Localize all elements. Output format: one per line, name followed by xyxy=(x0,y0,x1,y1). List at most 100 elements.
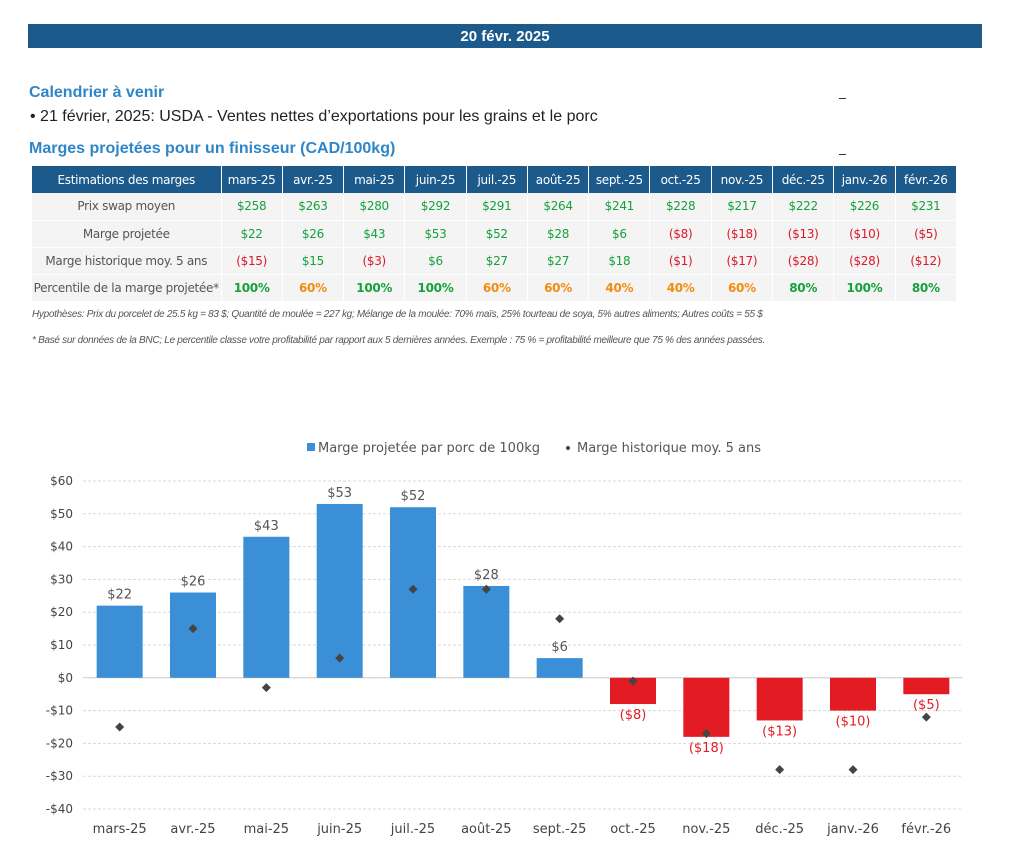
table-cell: $43 xyxy=(343,220,406,248)
table-row: Prix swap moyen $258 $263 $280 $292 $291 $264 $… xyxy=(32,193,958,221)
column-header: mars-25 xyxy=(221,166,283,193)
bar xyxy=(463,585,510,678)
bar xyxy=(903,677,950,695)
bar-data-label: ($13) xyxy=(762,724,797,739)
bar-data-label: $26 xyxy=(181,575,206,590)
historical-marker xyxy=(921,712,931,722)
legend-bar-swatch xyxy=(307,443,315,451)
bar xyxy=(243,536,290,678)
table-cell: 60% xyxy=(711,274,774,302)
table-cell: 60% xyxy=(282,274,345,302)
table-row: Marge historique moy. 5 ans ($15) $15 ($3) $… xyxy=(32,247,958,275)
y-tick-label: -$40 xyxy=(46,802,73,816)
table-cell: ($10) xyxy=(833,220,896,248)
bar xyxy=(536,658,583,678)
table-cell: ($28) xyxy=(772,247,835,275)
column-header: oct.-25 xyxy=(649,166,712,193)
x-tick-label: juil.-25 xyxy=(390,822,435,837)
historical-marker xyxy=(408,584,418,594)
bar xyxy=(756,677,803,721)
table-cell: $222 xyxy=(772,193,835,221)
legend-label: Marge historique moy. 5 ans xyxy=(577,441,761,456)
column-header: sept.-25 xyxy=(588,166,651,193)
y-tick-label: -$10 xyxy=(46,704,73,718)
historical-marker xyxy=(628,676,638,686)
historical-marker xyxy=(261,683,271,693)
bar-data-label: $28 xyxy=(474,568,499,583)
legend-dot-swatch xyxy=(566,446,570,450)
x-tick-label: août-25 xyxy=(461,822,512,837)
y-tick-label: -$30 xyxy=(46,769,73,783)
y-tick-label: -$20 xyxy=(46,736,73,750)
date-header-bar: 20 févr. 2025 xyxy=(28,24,982,48)
x-tick-label: sept.-25 xyxy=(533,822,587,837)
report-date: 20 févr. 2025 xyxy=(460,27,550,45)
dash-mark xyxy=(839,98,846,99)
row-label: Marge historique moy. 5 ans xyxy=(32,247,222,275)
x-tick-label: juin-25 xyxy=(316,822,362,837)
table-cell: 100% xyxy=(221,274,283,302)
x-tick-label: avr.-25 xyxy=(170,822,215,837)
table-cell: $6 xyxy=(588,220,651,248)
table-cell: $26 xyxy=(282,220,345,248)
table-cell: ($15) xyxy=(221,247,283,275)
x-tick-label: oct.-25 xyxy=(610,822,656,837)
bar-data-label: ($8) xyxy=(620,708,647,723)
table-cell: $263 xyxy=(282,193,345,221)
y-tick-label: $60 xyxy=(50,474,73,488)
bar-data-label: $6 xyxy=(551,640,568,655)
historical-marker xyxy=(335,653,345,663)
row-label: Percentile de la marge projetée* xyxy=(32,274,222,302)
bar-data-label: ($18) xyxy=(689,741,724,756)
table-cell: 80% xyxy=(772,274,835,302)
historical-marker xyxy=(555,614,565,624)
legend-label: Marge projetée par porc de 100kg xyxy=(318,441,540,456)
table-cell: 100% xyxy=(833,274,896,302)
table-cell: $231 xyxy=(895,193,958,221)
table-cell: ($28) xyxy=(833,247,896,275)
table-cell: $18 xyxy=(588,247,651,275)
table-cell: $27 xyxy=(466,247,528,275)
margins-table: Estimations des marges mars-25 avr.-25 m… xyxy=(32,166,958,302)
table-row: Percentile de la marge projetée* 100% 60% 1… xyxy=(32,274,958,302)
y-tick-label: $50 xyxy=(50,507,73,521)
bar-data-label: ($5) xyxy=(913,698,940,713)
historical-marker xyxy=(775,765,785,775)
table-cell: $241 xyxy=(588,193,651,221)
bar-data-label: ($10) xyxy=(836,715,871,730)
table-cell: ($18) xyxy=(711,220,774,248)
column-header: août-25 xyxy=(527,166,590,193)
table-cell: ($5) xyxy=(895,220,958,248)
table-cell: $291 xyxy=(466,193,528,221)
table-cell: 40% xyxy=(588,274,651,302)
bar-data-label: $22 xyxy=(107,588,132,603)
historical-marker xyxy=(481,584,491,594)
table-cell: $258 xyxy=(221,193,283,221)
calendar-title: Calendrier à venir xyxy=(29,84,165,101)
column-header: juil.-25 xyxy=(466,166,528,193)
y-tick-label: $20 xyxy=(50,605,73,619)
table-cell: $27 xyxy=(527,247,590,275)
bar-data-label: $53 xyxy=(327,486,352,501)
column-header: déc.-25 xyxy=(772,166,835,193)
x-tick-label: déc.-25 xyxy=(755,822,804,837)
table-cell: $280 xyxy=(343,193,406,221)
column-header: avr.-25 xyxy=(282,166,345,193)
historical-marker xyxy=(115,722,125,732)
table-cell: $292 xyxy=(404,193,467,221)
bar xyxy=(170,592,216,678)
table-cell: ($1) xyxy=(649,247,712,275)
dash-mark xyxy=(839,154,846,155)
historical-marker xyxy=(188,624,198,634)
table-cell: $226 xyxy=(833,193,896,221)
bar xyxy=(683,677,730,737)
table-cell: 80% xyxy=(895,274,958,302)
x-tick-label: mai-25 xyxy=(244,822,289,837)
y-tick-label: $30 xyxy=(50,572,73,586)
table-header-row: Estimations des marges mars-25 avr.-25 m… xyxy=(32,166,958,193)
table-cell: 40% xyxy=(649,274,712,302)
column-header: févr.-26 xyxy=(895,166,958,193)
row-label: Prix swap moyen xyxy=(32,193,222,221)
footnote: * Basé sur données de la BNC; Le percent… xyxy=(32,335,765,346)
table-cell: 100% xyxy=(404,274,467,302)
